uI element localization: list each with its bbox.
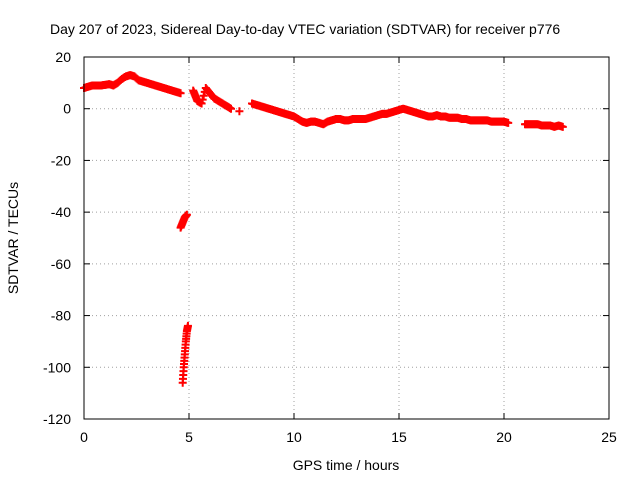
- x-axis-label: GPS time / hours: [293, 457, 400, 473]
- y-tick-label: 0: [63, 101, 71, 117]
- y-axis-label: SDTVAR / TECUs: [5, 182, 21, 294]
- x-tick-label: 25: [601, 429, 617, 445]
- x-tick-label: 20: [496, 429, 512, 445]
- data-point: [235, 107, 244, 116]
- y-tick-label: -80: [51, 308, 71, 324]
- x-tick-label: 15: [391, 429, 407, 445]
- data-point: [197, 99, 206, 108]
- y-tick-label: -120: [43, 411, 71, 427]
- y-tick-label: -100: [43, 359, 71, 375]
- data-point: [504, 118, 513, 127]
- data-point: [199, 91, 208, 100]
- x-tick-label: 5: [185, 429, 193, 445]
- data-point: [558, 122, 567, 131]
- y-tick-label: -40: [51, 204, 71, 220]
- data-point: [176, 89, 185, 98]
- data-point: [198, 95, 207, 104]
- plot-frame: [83, 56, 610, 420]
- y-tick-label: 20: [55, 49, 71, 65]
- data-point: [227, 104, 235, 113]
- y-tick-label: -20: [51, 152, 71, 168]
- x-tick-label: 10: [286, 429, 302, 445]
- tick-layer: [83, 56, 610, 420]
- chart-title: Day 207 of 2023, Sidereal Day-to-day VTE…: [50, 21, 560, 37]
- data-point: [183, 321, 192, 330]
- data-point: [182, 210, 191, 219]
- x-tick-label: 0: [80, 429, 88, 445]
- data-layer: [80, 71, 567, 387]
- y-tick-label: -60: [51, 256, 71, 272]
- label-layer: 0 5 10 15 20 25 20 0 -20 -40 -60 -80 -100 -120: [43, 49, 617, 445]
